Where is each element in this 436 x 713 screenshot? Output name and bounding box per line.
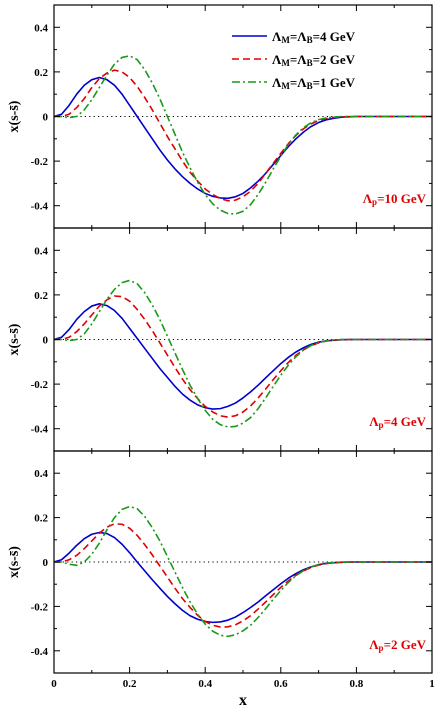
legend-equals-lambda: =Λ — [290, 29, 307, 44]
x-tick-label: 1 — [429, 678, 435, 690]
lambda-p-annotation: Λp=10 GeV — [363, 191, 427, 207]
series-line-2 — [54, 505, 432, 638]
y-tick-label: 0.2 — [34, 67, 48, 79]
y-tick-label: -0.4 — [31, 646, 49, 658]
y-tick-label: 0.4 — [34, 22, 48, 34]
legend-subscript: M — [281, 58, 290, 68]
legend-value: =2 GeV — [313, 52, 356, 67]
legend-value: =1 GeV — [313, 75, 356, 90]
annotation-subscript: p — [379, 643, 384, 653]
y-tick-label: -0.4 — [31, 201, 49, 213]
series-line-0 — [54, 303, 432, 410]
y-tick-label: -0.2 — [31, 601, 49, 613]
x-tick-label: 0.6 — [274, 678, 288, 690]
legend-equals-lambda: =Λ — [290, 52, 307, 67]
y-axis-label: x(s-s̄) — [7, 546, 22, 578]
series-line-1 — [54, 523, 432, 628]
series-group — [54, 55, 432, 215]
x-tick-label: 0.8 — [350, 678, 364, 690]
legend-lambda: Λ — [272, 75, 282, 90]
legend-subscript: B — [307, 58, 313, 68]
panel-middle: 0.4 0.2 0 -0.2 -0.4 x(s-s̄) Λp=4 GeV — [7, 227, 433, 452]
legend-equals-lambda: =Λ — [290, 75, 307, 90]
y-tick-label: 0.2 — [34, 513, 48, 525]
y-tick-label: -0.2 — [31, 379, 49, 391]
panel-bottom: 0.4 0.2 0 -0.2 -0.4 0 0.2 0.4 0.6 0.8 1 x(s-s̄) x Λp=… — [7, 450, 435, 709]
annotation-lambda: Λ — [369, 637, 379, 652]
series-group — [54, 505, 432, 638]
y-tick-label: 0.4 — [34, 245, 48, 257]
series-line-0 — [54, 531, 432, 624]
x-tick-label: 0 — [51, 678, 57, 690]
legend-entry-2: ΛM=ΛB=1 GeV — [272, 75, 356, 91]
y-tick-label: -0.2 — [31, 156, 49, 168]
legend-value: =4 GeV — [313, 29, 356, 44]
legend-subscript: M — [281, 81, 290, 91]
legend-entry-0: ΛM=ΛB=4 GeV — [272, 29, 356, 45]
y-tick-label: -0.4 — [31, 424, 49, 436]
y-tick-label: 0.2 — [34, 290, 48, 302]
x-axis-label: x — [239, 692, 247, 709]
x-tick-label: 0.2 — [123, 678, 137, 690]
series-group — [54, 279, 432, 428]
annotation-subscript: p — [379, 420, 384, 430]
annotation-subscript: p — [372, 197, 377, 207]
legend-lambda: Λ — [272, 29, 282, 44]
y-tick-label: 0.4 — [34, 468, 48, 480]
annotation-value: =4 GeV — [384, 414, 427, 429]
lambda-p-annotation: Λp=2 GeV — [369, 637, 426, 653]
legend-subscript: B — [307, 81, 313, 91]
y-axis-label: x(s-s̄) — [7, 323, 22, 355]
annotation-value: =10 GeV — [377, 191, 427, 206]
legend-lambda: Λ — [272, 52, 282, 67]
y-tick-label: 0 — [43, 112, 49, 124]
series-line-1 — [54, 295, 432, 418]
legend-entry-1: ΛM=ΛB=2 GeV — [272, 52, 356, 68]
annotation-value: =2 GeV — [384, 637, 427, 652]
lambda-p-annotation: Λp=4 GeV — [369, 414, 426, 430]
y-tick-label: 0 — [43, 335, 49, 347]
series-line-0 — [54, 76, 432, 200]
series-line-1 — [54, 69, 432, 202]
series-line-2 — [54, 55, 432, 215]
annotation-lambda: Λ — [363, 191, 373, 206]
annotation-lambda: Λ — [369, 414, 379, 429]
legend-subscript: M — [281, 35, 290, 45]
legend-subscript: B — [307, 35, 313, 45]
y-tick-label: 0 — [43, 557, 49, 569]
y-axis-label: x(s-s̄) — [7, 100, 22, 132]
series-line-2 — [54, 279, 432, 428]
x-tick-label: 0.4 — [198, 678, 212, 690]
